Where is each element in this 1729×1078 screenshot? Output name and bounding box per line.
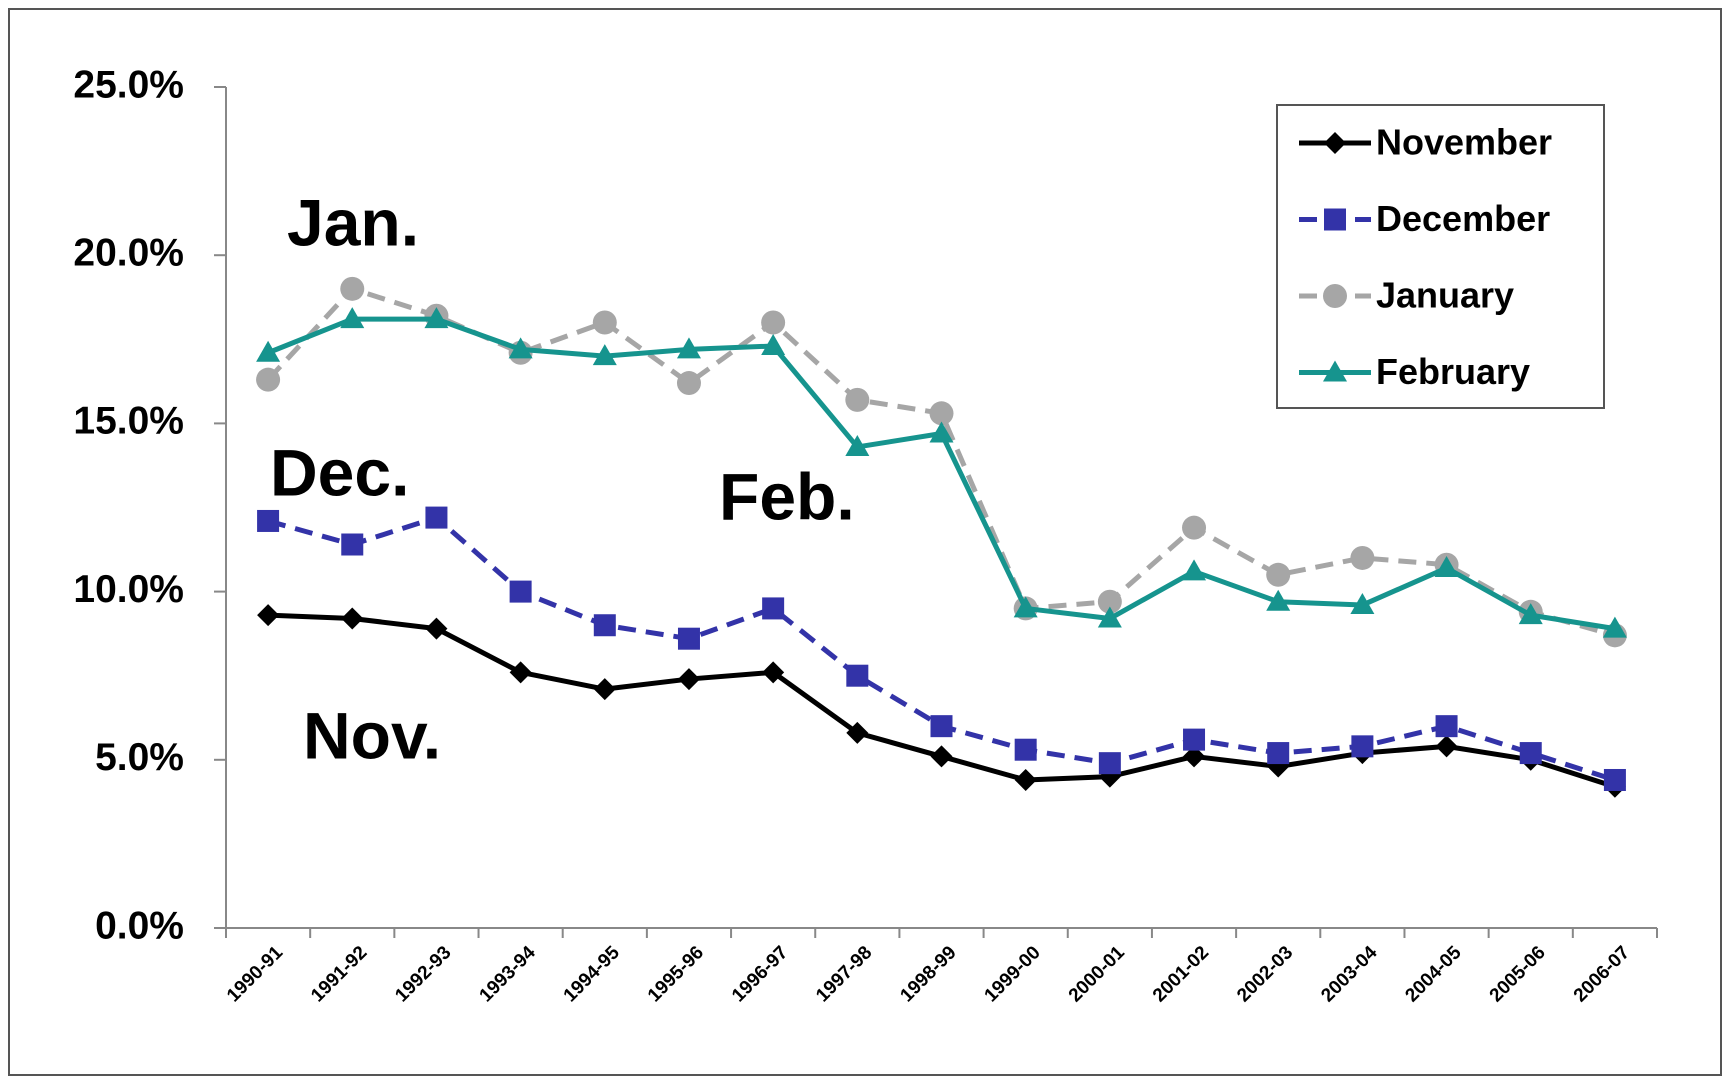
marker [762, 597, 785, 620]
x-tick-label: 1994-95 [560, 942, 624, 1006]
annotation: Dec. [270, 435, 409, 509]
marker [1097, 606, 1122, 628]
marker [1097, 589, 1122, 614]
marker [845, 387, 870, 412]
marker [593, 614, 616, 637]
x-tick-label: 1991-92 [307, 942, 371, 1006]
marker [1014, 738, 1037, 761]
marker [1183, 728, 1206, 751]
legend-marker [1323, 284, 1347, 308]
x-tick-label: 2005-06 [1486, 942, 1550, 1006]
marker [509, 580, 532, 603]
legend-marker [1323, 360, 1347, 382]
marker [1350, 545, 1375, 570]
marker [761, 310, 786, 335]
frame [8, 8, 1722, 1076]
marker [676, 337, 701, 359]
marker [929, 421, 954, 443]
marker [425, 506, 448, 529]
marker [1434, 556, 1459, 578]
marker [424, 307, 449, 329]
x-tick-label: 2003-04 [1317, 942, 1381, 1006]
marker [1350, 593, 1375, 615]
marker [257, 509, 280, 532]
marker [1182, 515, 1207, 540]
annotation: Nov. [303, 698, 441, 772]
marker [256, 340, 281, 362]
marker [1267, 742, 1290, 765]
x-tick-label: 1993-94 [476, 942, 540, 1006]
x-tick-label: 1995-96 [644, 942, 708, 1006]
marker [1266, 562, 1291, 587]
marker [1603, 768, 1626, 791]
marker [509, 661, 532, 684]
marker [592, 344, 617, 366]
marker [1518, 603, 1543, 625]
x-tick-label: 1990-91 [223, 942, 287, 1006]
legend-label: December [1376, 198, 1550, 239]
x-tick-label: 2000-01 [1065, 942, 1129, 1006]
x-tick-label: 1992-93 [391, 942, 455, 1006]
marker [1435, 735, 1458, 758]
legend-label: November [1376, 122, 1552, 163]
marker [1266, 589, 1291, 611]
legend-label: February [1376, 351, 1530, 392]
annotation: Jan. [287, 185, 419, 259]
legend-marker [1324, 132, 1346, 154]
marker [340, 307, 365, 329]
marker [677, 627, 700, 650]
marker [762, 661, 785, 684]
y-tick-label: 20.0% [73, 231, 184, 274]
marker [1182, 559, 1207, 581]
marker [761, 334, 786, 356]
marker [845, 434, 870, 456]
x-tick-label: 1997-98 [812, 942, 876, 1006]
marker [930, 745, 953, 768]
marker [1602, 616, 1627, 638]
marker [1351, 735, 1374, 758]
x-tick-label: 2004-05 [1401, 942, 1465, 1006]
marker [341, 533, 364, 556]
marker [592, 310, 617, 335]
marker [1183, 745, 1206, 768]
marker [846, 664, 869, 687]
marker [1435, 715, 1458, 738]
marker [676, 371, 701, 396]
marker [930, 715, 953, 738]
marker [593, 678, 616, 701]
x-tick-label: 1999-00 [981, 942, 1045, 1006]
marker [677, 668, 700, 691]
marker [929, 401, 954, 426]
y-tick-label: 0.0% [95, 904, 184, 947]
legend-box [1276, 104, 1605, 409]
x-tick-label: 1998-99 [896, 942, 960, 1006]
y-tick-label: 5.0% [95, 736, 184, 779]
x-tick-label: 2002-03 [1233, 942, 1297, 1006]
marker [846, 721, 869, 744]
x-tick-label: 2006-07 [1570, 942, 1634, 1006]
marker [340, 276, 365, 301]
marker [1519, 742, 1542, 765]
marker [257, 604, 280, 627]
annotation: Feb. [719, 459, 855, 533]
y-tick-label: 10.0% [73, 568, 184, 611]
marker [508, 337, 533, 359]
legend-label: January [1376, 275, 1514, 316]
y-tick-label: 15.0% [73, 400, 184, 443]
x-tick-label: 2001-02 [1149, 942, 1213, 1006]
x-tick-label: 1996-97 [728, 942, 792, 1006]
marker [1014, 768, 1037, 791]
marker [341, 607, 364, 630]
legend-marker [1324, 208, 1346, 231]
marker [1013, 596, 1038, 618]
marker [425, 617, 448, 640]
marker [1098, 752, 1121, 775]
marker [256, 367, 281, 392]
y-tick-label: 25.0% [73, 63, 184, 106]
